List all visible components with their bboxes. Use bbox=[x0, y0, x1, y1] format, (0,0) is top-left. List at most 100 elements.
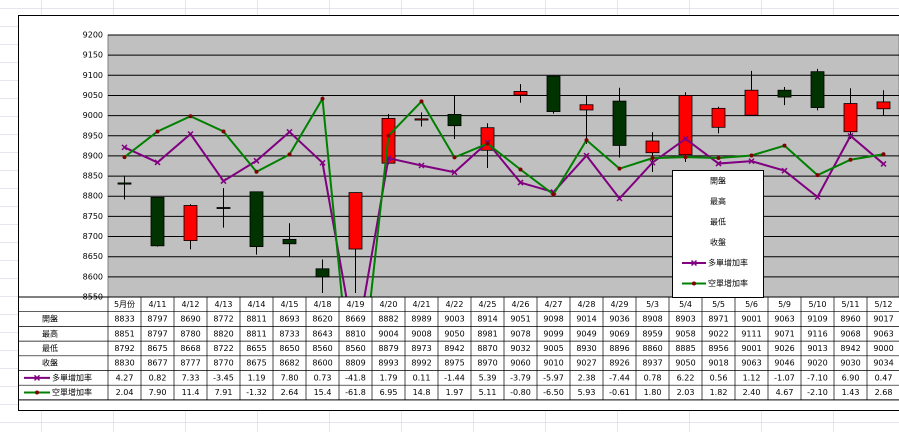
candle-body bbox=[250, 192, 263, 247]
legend-label: 開盤 bbox=[710, 176, 726, 186]
table-cell: 8797 bbox=[147, 329, 167, 338]
table-cell: 9030 bbox=[840, 359, 860, 368]
x-tick-label: 4/22 bbox=[446, 300, 464, 309]
rate-marker bbox=[486, 142, 490, 146]
y-tick-label: 9200 bbox=[83, 31, 103, 40]
table-cell: 8693 bbox=[279, 315, 299, 324]
table-cell: -1.44 bbox=[444, 373, 465, 382]
x-tick-label: 4/18 bbox=[314, 300, 332, 309]
table-cell: 6.90 bbox=[842, 373, 860, 382]
table-cell: 9026 bbox=[774, 344, 794, 353]
rate-marker bbox=[321, 97, 325, 101]
x-tick-label: 4/13 bbox=[215, 300, 233, 309]
y-tick-label: 8900 bbox=[83, 151, 103, 160]
x-tick-label: 4/12 bbox=[182, 300, 200, 309]
table-cell: 8780 bbox=[180, 329, 200, 338]
candle-body bbox=[877, 102, 890, 109]
table-cell: 14.8 bbox=[413, 388, 431, 397]
table-cell: 9063 bbox=[873, 329, 893, 338]
table-cell: 9109 bbox=[807, 315, 827, 324]
rate-marker bbox=[156, 130, 160, 134]
table-cell: 11.4 bbox=[182, 388, 200, 397]
table-cell: 8620 bbox=[312, 315, 332, 324]
table-cell: 0.78 bbox=[644, 373, 662, 382]
table-cell: 8777 bbox=[180, 359, 200, 368]
table-cell: 8811 bbox=[246, 315, 266, 324]
y-tick-label: 9050 bbox=[83, 91, 103, 100]
candle-body bbox=[217, 208, 230, 209]
rate-marker bbox=[750, 154, 754, 158]
x-tick-label: 4/25 bbox=[479, 300, 497, 309]
table-cell: 9017 bbox=[873, 315, 893, 324]
x-tick-label: 4/26 bbox=[512, 300, 530, 309]
plot-area bbox=[108, 35, 899, 297]
legend-label: 空單增加率 bbox=[708, 278, 748, 288]
table-cell: 1.19 bbox=[248, 373, 266, 382]
table-cell: 8560 bbox=[345, 344, 365, 353]
table-cell: 8975 bbox=[444, 359, 464, 368]
table-cell: 8851 bbox=[114, 329, 134, 338]
table-cell: 8992 bbox=[411, 359, 431, 368]
table-cell: -7.44 bbox=[609, 373, 630, 382]
table-cell: 8860 bbox=[642, 344, 662, 353]
rate-marker bbox=[585, 138, 589, 142]
x-tick-label: 5/10 bbox=[809, 300, 827, 309]
table-cell: 9013 bbox=[807, 344, 827, 353]
table-cell: 9027 bbox=[576, 359, 596, 368]
table-cell: 8981 bbox=[477, 329, 497, 338]
y-tick-label: 8850 bbox=[83, 172, 103, 181]
table-cell: 9078 bbox=[510, 329, 530, 338]
table-cell: 8926 bbox=[609, 359, 629, 368]
table-cell: 9116 bbox=[807, 329, 827, 338]
table-cell: 9000 bbox=[873, 344, 893, 353]
table-cell: 9022 bbox=[708, 329, 728, 338]
table-cell: 9063 bbox=[741, 359, 761, 368]
x-tick-label: 5月份 bbox=[114, 299, 135, 309]
table-cell: -1.32 bbox=[246, 388, 267, 397]
table-cell: 8792 bbox=[114, 344, 134, 353]
table-cell: -0.80 bbox=[510, 388, 531, 397]
table-cell: -3.45 bbox=[213, 373, 234, 382]
table-cell: 8830 bbox=[114, 359, 134, 368]
table-cell: 5.93 bbox=[578, 388, 596, 397]
table-cell: 8722 bbox=[213, 344, 233, 353]
candle-body bbox=[646, 141, 659, 153]
x-tick-label: 5/5 bbox=[712, 300, 725, 309]
table-cell: 1.12 bbox=[743, 373, 761, 382]
table-cell: 4.67 bbox=[776, 388, 794, 397]
y-tick-label: 8650 bbox=[83, 252, 103, 261]
row-header: 多單增加率 bbox=[52, 372, 92, 382]
table-cell: 6.95 bbox=[380, 388, 398, 397]
rate-marker bbox=[651, 156, 655, 160]
table-cell: 2.04 bbox=[116, 388, 134, 397]
table-cell: 8993 bbox=[378, 359, 398, 368]
x-tick-label: 5/6 bbox=[745, 300, 758, 309]
candle-body bbox=[448, 114, 461, 125]
candle-body bbox=[415, 119, 428, 120]
table-cell: 9032 bbox=[510, 344, 530, 353]
table-cell: 9058 bbox=[675, 329, 695, 338]
table-cell: 8989 bbox=[411, 315, 431, 324]
x-tick-label: 5/3 bbox=[646, 300, 659, 309]
candle-body bbox=[118, 183, 131, 184]
table-cell: 8970 bbox=[477, 359, 497, 368]
table-cell: 8772 bbox=[213, 315, 233, 324]
table-cell: 9051 bbox=[510, 315, 530, 324]
candle-body bbox=[514, 91, 527, 95]
rate-marker bbox=[123, 155, 127, 159]
table-cell: -7.10 bbox=[807, 373, 828, 382]
rate-marker bbox=[684, 155, 688, 159]
x-tick-label: 5/11 bbox=[842, 300, 860, 309]
table-cell: -2.10 bbox=[807, 388, 828, 397]
table-cell: 9068 bbox=[840, 329, 860, 338]
candle-body bbox=[679, 95, 692, 154]
x-tick-label: 4/21 bbox=[413, 300, 431, 309]
table-cell: 9018 bbox=[708, 359, 728, 368]
x-tick-label: 4/29 bbox=[611, 300, 629, 309]
table-cell: 1.82 bbox=[710, 388, 728, 397]
table-cell: 8600 bbox=[312, 359, 332, 368]
rate-marker bbox=[618, 167, 622, 171]
table-cell: 9008 bbox=[411, 329, 431, 338]
table-cell: 8937 bbox=[642, 359, 662, 368]
